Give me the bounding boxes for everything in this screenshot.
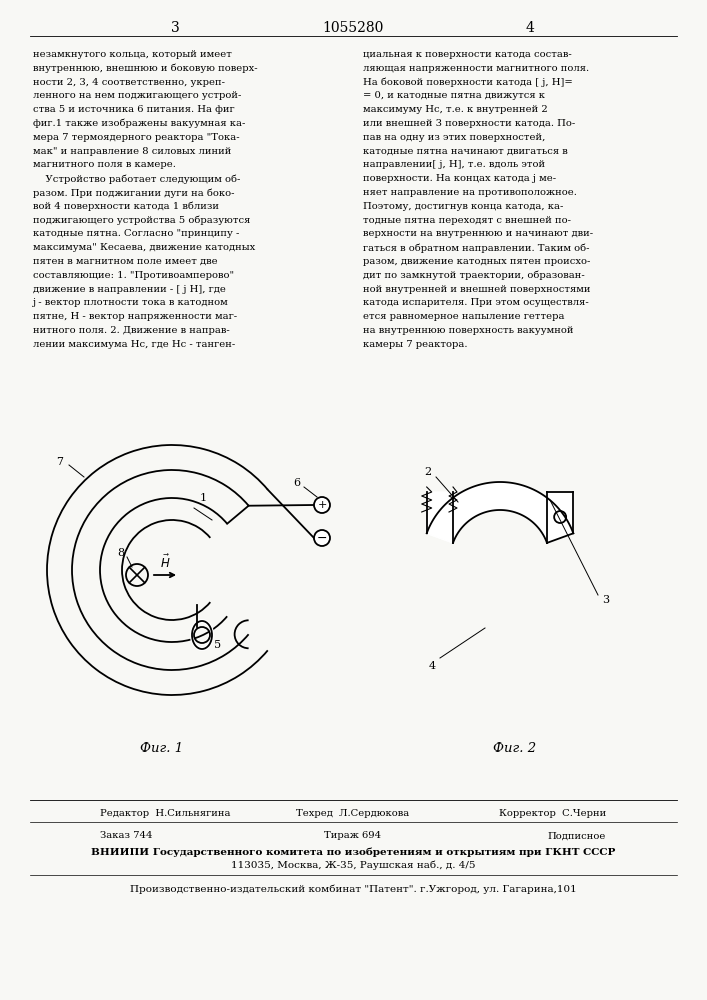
Text: разом, движение катодных пятен происхо-: разом, движение катодных пятен происхо- bbox=[363, 257, 590, 266]
Text: 8: 8 bbox=[117, 548, 124, 558]
Text: на внутреннюю поверхность вакуумной: на внутреннюю поверхность вакуумной bbox=[363, 326, 573, 335]
Text: ленного на нем поджигающего устрой-: ленного на нем поджигающего устрой- bbox=[33, 91, 241, 100]
Text: движение в направлении - [ j H], где: движение в направлении - [ j H], где bbox=[33, 285, 226, 294]
Text: верхности на внутреннюю и начинают дви-: верхности на внутреннюю и начинают дви- bbox=[363, 229, 593, 238]
Text: катодные пятна начинают двигаться в: катодные пятна начинают двигаться в bbox=[363, 147, 568, 156]
Text: мак" и направление 8 силовых линий: мак" и направление 8 силовых линий bbox=[33, 147, 231, 156]
Text: незамкнутого кольца, который имеет: незамкнутого кольца, который имеет bbox=[33, 50, 232, 59]
Text: максимуму Hc, т.е. к внутренней 2: максимуму Hc, т.е. к внутренней 2 bbox=[363, 105, 548, 114]
Text: Заказ 744: Заказ 744 bbox=[100, 832, 153, 840]
Text: 4: 4 bbox=[428, 661, 436, 671]
Polygon shape bbox=[427, 492, 453, 543]
Text: 113035, Москва, Ж-35, Раушская наб., д. 4/5: 113035, Москва, Ж-35, Раушская наб., д. … bbox=[230, 860, 475, 870]
Text: тодные пятна переходят с внешней по-: тодные пятна переходят с внешней по- bbox=[363, 216, 571, 225]
Text: дит по замкнутой траектории, образован-: дит по замкнутой траектории, образован- bbox=[363, 271, 585, 280]
Text: магнитного поля в камере.: магнитного поля в камере. bbox=[33, 160, 176, 169]
Text: Фиг. 1: Фиг. 1 bbox=[141, 742, 184, 754]
Text: гаться в обратном направлении. Таким об-: гаться в обратном направлении. Таким об- bbox=[363, 243, 590, 253]
Text: ляющая напряженности магнитного поля.: ляющая напряженности магнитного поля. bbox=[363, 64, 589, 73]
Text: пав на одну из этих поверхностей,: пав на одну из этих поверхностей, bbox=[363, 133, 545, 142]
Text: Устройство работает следующим об-: Устройство работает следующим об- bbox=[33, 174, 240, 184]
Text: няет направление на противоположное.: няет направление на противоположное. bbox=[363, 188, 577, 197]
Text: Корректор  С.Черни: Корректор С.Черни bbox=[498, 810, 606, 818]
Text: направлении[ j, H], т.е. вдоль этой: направлении[ j, H], т.е. вдоль этой bbox=[363, 160, 545, 169]
Text: 3: 3 bbox=[170, 21, 180, 35]
Text: ВНИИПИ Государственного комитета по изобретениям и открытиям при ГКНТ СССР: ВНИИПИ Государственного комитета по изоб… bbox=[90, 847, 615, 857]
Text: Фиг. 2: Фиг. 2 bbox=[493, 742, 537, 754]
Text: 4: 4 bbox=[525, 21, 534, 35]
Circle shape bbox=[314, 497, 330, 513]
Text: Техред  Л.Сердюкова: Техред Л.Сердюкова bbox=[296, 810, 409, 818]
Text: фиг.1 также изображены вакуумная ка-: фиг.1 также изображены вакуумная ка- bbox=[33, 119, 245, 128]
Text: катодные пятна. Согласно "принципу -: катодные пятна. Согласно "принципу - bbox=[33, 229, 240, 238]
Text: 6: 6 bbox=[293, 478, 300, 488]
Text: камеры 7 реактора.: камеры 7 реактора. bbox=[363, 340, 467, 349]
Text: Подписное: Подписное bbox=[548, 832, 606, 840]
Text: 3: 3 bbox=[602, 595, 609, 605]
Text: поджигающего устройства 5 образуются: поджигающего устройства 5 образуются bbox=[33, 216, 250, 225]
Text: Тираж 694: Тираж 694 bbox=[325, 832, 382, 840]
Text: лении максимума Hc, где Hc - танген-: лении максимума Hc, где Hc - танген- bbox=[33, 340, 235, 349]
Text: 2: 2 bbox=[424, 467, 431, 477]
Text: ства 5 и источника 6 питания. На фиг: ства 5 и источника 6 питания. На фиг bbox=[33, 105, 235, 114]
Text: ности 2, 3, 4 соответственно, укреп-: ности 2, 3, 4 соответственно, укреп- bbox=[33, 78, 225, 87]
Text: ется равномерное напыление геттера: ется равномерное напыление геттера bbox=[363, 312, 564, 321]
Text: На боковой поверхности катода [ j, H]=: На боковой поверхности катода [ j, H]= bbox=[363, 78, 573, 87]
Text: пятен в магнитном поле имеет две: пятен в магнитном поле имеет две bbox=[33, 257, 218, 266]
Text: = 0, и катодные пятна движутся к: = 0, и катодные пятна движутся к bbox=[363, 91, 545, 100]
Text: поверхности. На концах катода j ме-: поверхности. На концах катода j ме- bbox=[363, 174, 556, 183]
Text: нитного поля. 2. Движение в направ-: нитного поля. 2. Движение в направ- bbox=[33, 326, 230, 335]
Polygon shape bbox=[547, 492, 573, 543]
Text: 1055280: 1055280 bbox=[323, 21, 384, 35]
Text: +: + bbox=[317, 500, 327, 510]
Text: Поэтому, достигнув конца катода, ка-: Поэтому, достигнув конца катода, ка- bbox=[363, 202, 563, 211]
Text: Производственно-издательский комбинат "Патент". г.Ужгород, ул. Гагарина,101: Производственно-издательский комбинат "П… bbox=[129, 884, 576, 894]
Text: мера 7 термоядерного реактора "Тока-: мера 7 термоядерного реактора "Тока- bbox=[33, 133, 240, 142]
Text: или внешней 3 поверхности катода. По-: или внешней 3 поверхности катода. По- bbox=[363, 119, 575, 128]
Text: Редактор  Н.Сильнягина: Редактор Н.Сильнягина bbox=[100, 810, 230, 818]
Text: −: − bbox=[317, 532, 327, 544]
Text: j - вектор плотности тока в катодном: j - вектор плотности тока в катодном bbox=[33, 298, 229, 307]
Circle shape bbox=[314, 530, 330, 546]
Text: максимума" Кесаева, движение катодных: максимума" Кесаева, движение катодных bbox=[33, 243, 255, 252]
Text: катода испарителя. При этом осуществля-: катода испарителя. При этом осуществля- bbox=[363, 298, 589, 307]
Text: пятне, H - вектор напряженности маг-: пятне, H - вектор напряженности маг- bbox=[33, 312, 237, 321]
Text: 7: 7 bbox=[57, 457, 64, 467]
Polygon shape bbox=[427, 482, 573, 543]
Text: внутреннюю, внешнюю и боковую поверх-: внутреннюю, внешнюю и боковую поверх- bbox=[33, 64, 257, 73]
Text: циальная к поверхности катода состав-: циальная к поверхности катода состав- bbox=[363, 50, 572, 59]
Text: вой 4 поверхности катода 1 вблизи: вой 4 поверхности катода 1 вблизи bbox=[33, 202, 219, 211]
Text: составляющие: 1. "Противоамперово": составляющие: 1. "Противоамперово" bbox=[33, 271, 234, 280]
Text: $\vec{H}$: $\vec{H}$ bbox=[160, 553, 170, 571]
Text: 5: 5 bbox=[214, 640, 221, 650]
Text: ной внутренней и внешней поверхностями: ной внутренней и внешней поверхностями bbox=[363, 285, 590, 294]
Text: разом. При поджигании дуги на боко-: разом. При поджигании дуги на боко- bbox=[33, 188, 235, 198]
Text: 1: 1 bbox=[200, 493, 207, 503]
